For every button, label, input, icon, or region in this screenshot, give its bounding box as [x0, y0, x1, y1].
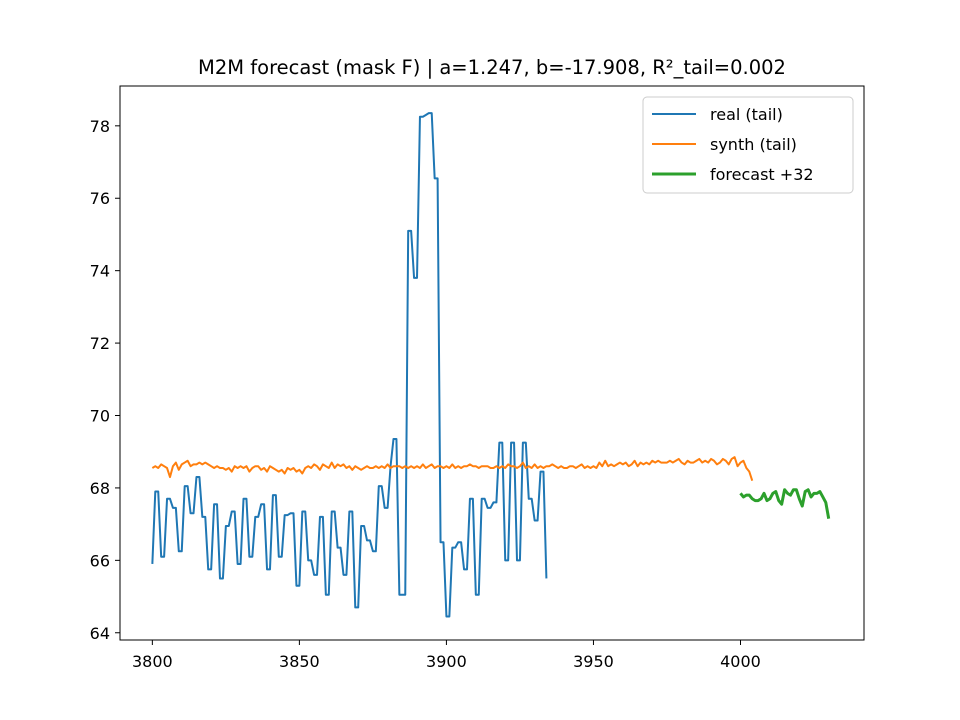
chart-title: M2M forecast (mask F) | a=1.247, b=-17.9… [198, 56, 786, 79]
y-tick-label: 66 [90, 551, 110, 570]
tick-layer: 3800 3850 3900 3950 4000 64 66 68 70 72 74 76 78 [90, 117, 761, 671]
y-tick-label: 72 [90, 334, 110, 353]
plot-frame [119, 85, 865, 641]
legend: real (tail) synth (tail) forecast +32 [642, 96, 854, 194]
x-tick-label: 4000 [720, 652, 761, 671]
legend-box [642, 96, 854, 194]
y-tick-label: 64 [90, 624, 110, 643]
x-tick-label: 3950 [573, 652, 614, 671]
series-line-forecast-32 [739, 488, 831, 519]
x-tick-label: 3850 [279, 652, 320, 671]
legend-label-real-tail: real (tail) [710, 105, 783, 124]
x-tick-label: 3900 [426, 652, 467, 671]
y-tick-label: 78 [90, 117, 110, 136]
legend-label-synth-tail: synth (tail) [710, 135, 797, 154]
y-tick-label: 76 [90, 189, 110, 208]
series-line-synth-tail [151, 456, 754, 481]
series-line-real-tail [151, 112, 548, 618]
x-tick-label: 3800 [132, 652, 173, 671]
y-tick-label: 68 [90, 479, 110, 498]
series-layer [151, 112, 831, 618]
y-tick-label: 74 [90, 262, 110, 281]
legend-label-forecast-32: forecast +32 [710, 165, 814, 184]
y-tick-label: 70 [90, 407, 110, 426]
